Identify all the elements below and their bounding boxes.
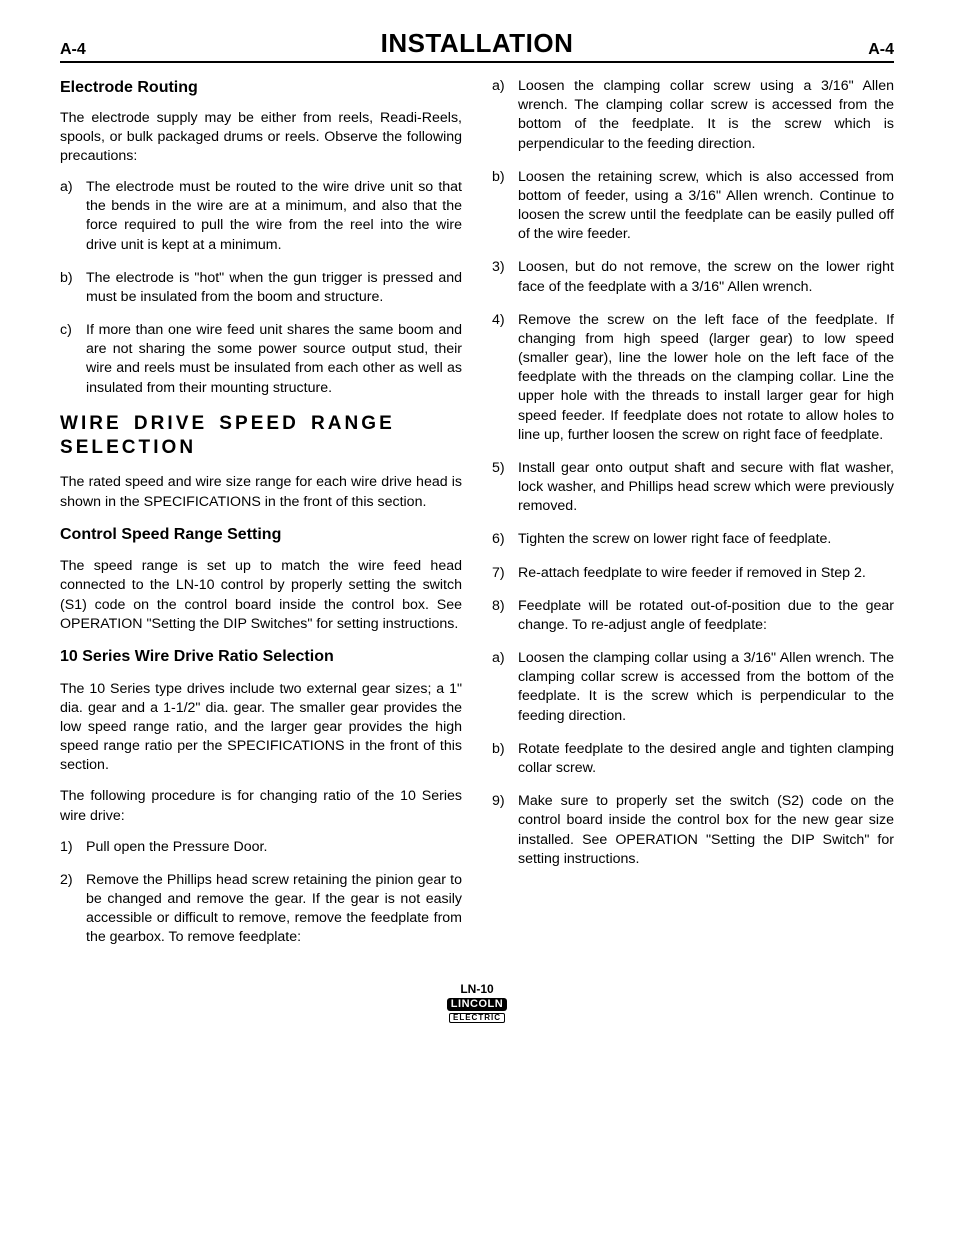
list-item: 4)Remove the screw on the left face of t… [492, 311, 894, 445]
right-column: a)Loosen the clamping collar screw using… [492, 77, 894, 962]
heading-10-series: 10 Series Wire Drive Ratio Selection [60, 646, 462, 668]
brand-logo: LINCOLN [447, 998, 507, 1011]
list-text: If more than one wire feed unit shares t… [86, 321, 462, 398]
list-text: Rotate feedplate to the desired angle an… [518, 740, 894, 778]
list-text: Re-attach feedplate to wire feeder if re… [518, 564, 894, 583]
marker: a) [492, 77, 518, 154]
list-item: b)Rotate feedplate to the desired angle … [492, 740, 894, 778]
list-item: 2)Remove the Phillips head screw retaini… [60, 871, 462, 948]
list-item: 7)Re-attach feedplate to wire feeder if … [492, 564, 894, 583]
page-code-right: A-4 [868, 41, 894, 59]
list-item: 8)Feedplate will be rotated out-of-posit… [492, 597, 894, 635]
list-text: Make sure to properly set the switch (S2… [518, 792, 894, 869]
page-code-left: A-4 [60, 41, 86, 59]
list-item: a)Loosen the clamping collar using a 3/1… [492, 649, 894, 726]
list-text: Remove the Phillips head screw retaining… [86, 871, 462, 948]
marker: 4) [492, 311, 518, 445]
marker: 9) [492, 792, 518, 869]
marker: b) [492, 168, 518, 245]
list-text: The electrode must be routed to the wire… [86, 178, 462, 255]
marker: b) [60, 269, 86, 307]
brand-sub: ELECTRIC [449, 1013, 505, 1024]
wire-drive-intro: The rated speed and wire size range for … [60, 473, 462, 511]
list-item: 1)Pull open the Pressure Door. [60, 838, 462, 857]
left-column: Electrode Routing The electrode supply m… [60, 77, 462, 962]
list-item: 9)Make sure to properly set the switch (… [492, 792, 894, 869]
marker: b) [492, 740, 518, 778]
list-text: Tighten the screw on lower right face of… [518, 530, 894, 549]
marker: a) [492, 649, 518, 726]
10series-p2: The following procedure is for changing … [60, 787, 462, 825]
marker: 6) [492, 530, 518, 549]
marker: 3) [492, 258, 518, 296]
list-text: Feedplate will be rotated out-of-positio… [518, 597, 894, 635]
footer-logo: LN-10 LINCOLN ELECTRIC [60, 982, 894, 1024]
heading-electrode-routing: Electrode Routing [60, 77, 462, 99]
procedure-steps-right: 3)Loosen, but do not remove, the screw o… [492, 258, 894, 635]
10series-p1: The 10 Series type drives include two ex… [60, 680, 462, 776]
marker: 7) [492, 564, 518, 583]
list-item: 6)Tighten the screw on lower right face … [492, 530, 894, 549]
marker: 5) [492, 459, 518, 517]
list-text: The electrode is "hot" when the gun trig… [86, 269, 462, 307]
marker: 1) [60, 838, 86, 857]
list-item: 5)Install gear onto output shaft and sec… [492, 459, 894, 517]
list-text: Loosen the clamping collar using a 3/16"… [518, 649, 894, 726]
list-item: a)Loosen the clamping collar screw using… [492, 77, 894, 154]
list-text: Loosen, but do not remove, the screw on … [518, 258, 894, 296]
marker: 2) [60, 871, 86, 948]
marker: 8) [492, 597, 518, 635]
step9-list: 9)Make sure to properly set the switch (… [492, 792, 894, 869]
list-text: Pull open the Pressure Door. [86, 838, 462, 857]
list-item: a)The electrode must be routed to the wi… [60, 178, 462, 255]
list-item: b)The electrode is "hot" when the gun tr… [60, 269, 462, 307]
page-footer: LN-10 LINCOLN ELECTRIC [60, 982, 894, 1024]
list-text: Install gear onto output shaft and secur… [518, 459, 894, 517]
step8-sublist: a)Loosen the clamping collar using a 3/1… [492, 649, 894, 778]
heading-wire-drive-speed: WIRE DRIVE SPEED RANGE SELECTION [60, 412, 462, 460]
list-text: Remove the screw on the left face of the… [518, 311, 894, 445]
list-item: c)If more than one wire feed unit shares… [60, 321, 462, 398]
electrode-intro: The electrode supply may be either from … [60, 109, 462, 167]
procedure-steps-left: 1)Pull open the Pressure Door. 2)Remove … [60, 838, 462, 948]
electrode-precautions-list: a)The electrode must be routed to the wi… [60, 178, 462, 398]
content-columns: Electrode Routing The electrode supply m… [60, 77, 894, 962]
footer-model: LN-10 [460, 982, 493, 996]
control-speed-text: The speed range is set up to match the w… [60, 557, 462, 634]
page-title: INSTALLATION [381, 28, 574, 59]
list-text: Loosen the clamping collar screw using a… [518, 77, 894, 154]
list-text: Loosen the retaining screw, which is als… [518, 168, 894, 245]
step2-sublist: a)Loosen the clamping collar screw using… [492, 77, 894, 244]
marker: c) [60, 321, 86, 398]
heading-control-speed: Control Speed Range Setting [60, 524, 462, 546]
marker: a) [60, 178, 86, 255]
list-item: b)Loosen the retaining screw, which is a… [492, 168, 894, 245]
list-item: 3)Loosen, but do not remove, the screw o… [492, 258, 894, 296]
page-header: A-4 INSTALLATION A-4 [60, 28, 894, 63]
